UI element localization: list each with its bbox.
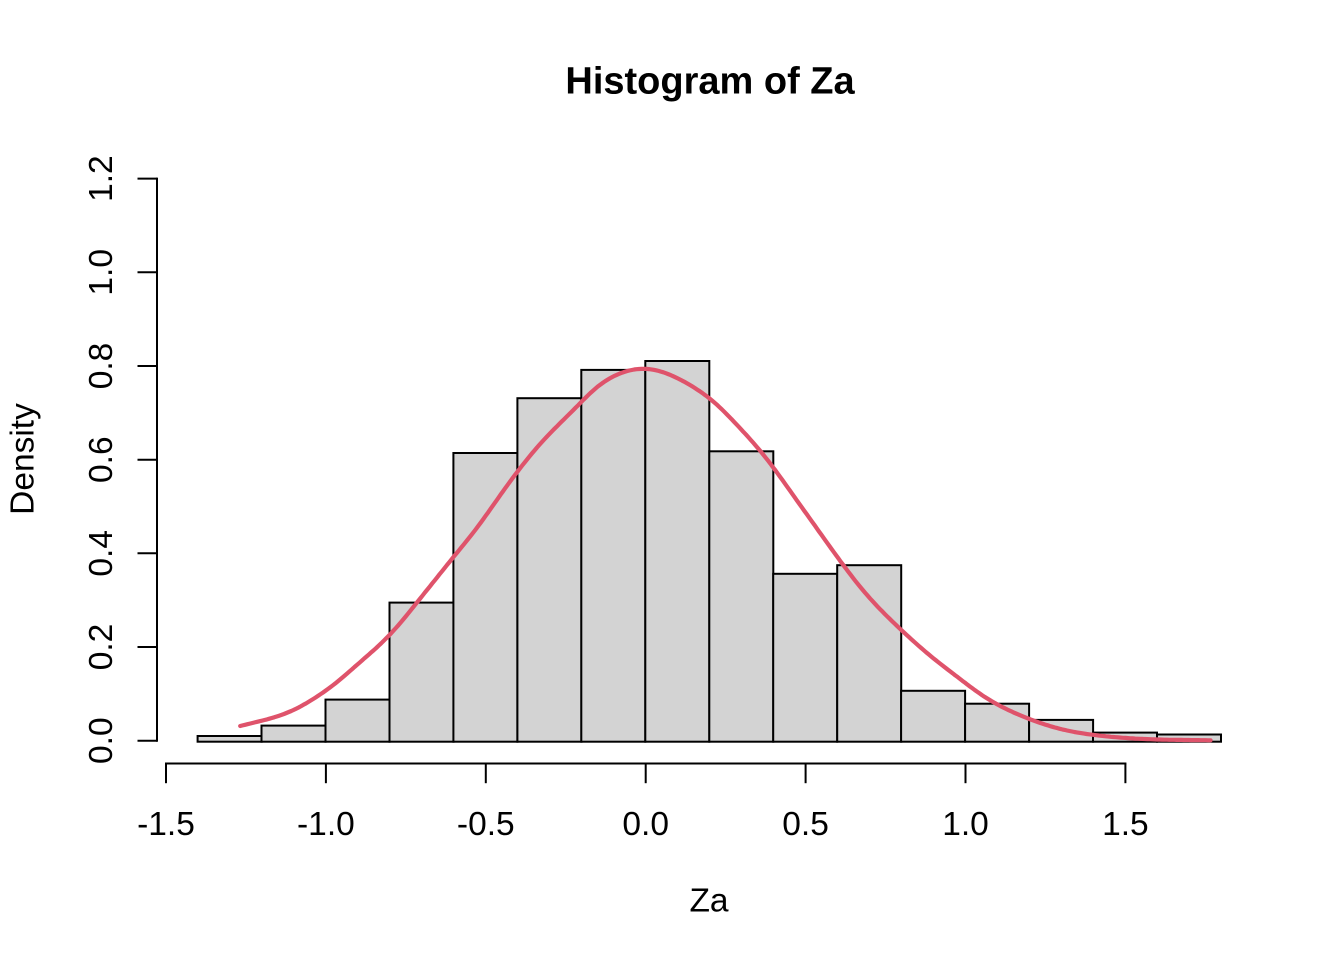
svg-text:Histogram of Za: Histogram of Za — [565, 60, 855, 102]
svg-text:1.0: 1.0 — [942, 806, 989, 843]
svg-text:0.5: 0.5 — [782, 806, 829, 843]
svg-text:0.6: 0.6 — [83, 436, 120, 483]
svg-text:0.8: 0.8 — [83, 343, 120, 390]
svg-text:0.0: 0.0 — [622, 806, 669, 843]
svg-text:1.0: 1.0 — [83, 249, 120, 296]
svg-text:-0.5: -0.5 — [457, 806, 515, 843]
svg-text:Za: Za — [689, 882, 728, 919]
svg-text:1.5: 1.5 — [1102, 806, 1149, 843]
svg-text:0.4: 0.4 — [83, 530, 120, 577]
svg-text:Density: Density — [5, 403, 42, 515]
svg-text:0.0: 0.0 — [83, 717, 120, 764]
svg-text:1.2: 1.2 — [83, 155, 120, 202]
svg-text:-1.0: -1.0 — [297, 806, 355, 843]
svg-text:-1.5: -1.5 — [137, 806, 195, 843]
svg-text:0.2: 0.2 — [83, 624, 120, 671]
